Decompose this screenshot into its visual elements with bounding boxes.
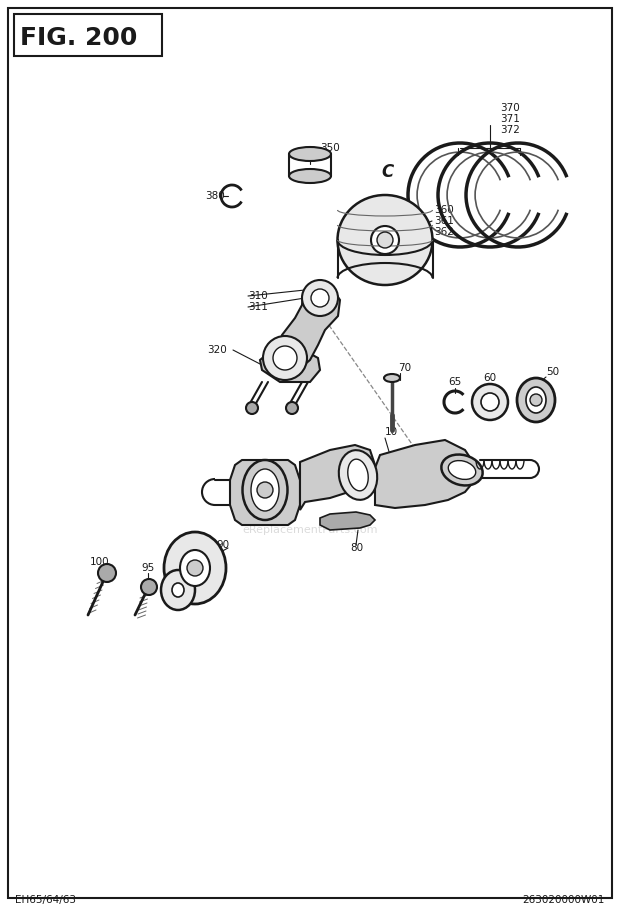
Circle shape <box>263 336 307 380</box>
Ellipse shape <box>289 169 331 183</box>
Text: 95: 95 <box>141 563 154 573</box>
FancyBboxPatch shape <box>14 14 162 56</box>
Ellipse shape <box>339 450 377 499</box>
Polygon shape <box>230 460 300 525</box>
Ellipse shape <box>441 455 482 486</box>
Text: 320: 320 <box>207 345 227 355</box>
Circle shape <box>481 393 499 411</box>
Text: 370: 370 <box>500 103 520 113</box>
Text: 65: 65 <box>448 377 462 387</box>
Text: 362: 362 <box>434 227 454 237</box>
Ellipse shape <box>161 570 195 610</box>
Ellipse shape <box>526 387 546 413</box>
Ellipse shape <box>164 532 226 604</box>
Text: 10: 10 <box>385 427 398 437</box>
Ellipse shape <box>289 147 331 161</box>
Text: 371: 371 <box>500 114 520 124</box>
Ellipse shape <box>172 583 184 597</box>
Text: 100: 100 <box>90 557 110 567</box>
Text: 50: 50 <box>546 367 559 377</box>
Polygon shape <box>375 440 475 508</box>
Text: 263020000W01: 263020000W01 <box>523 895 605 905</box>
Polygon shape <box>278 285 340 370</box>
Circle shape <box>302 280 338 316</box>
Text: 310: 310 <box>248 291 268 301</box>
Ellipse shape <box>180 550 210 586</box>
Circle shape <box>246 402 258 414</box>
Text: 70: 70 <box>398 363 411 373</box>
Ellipse shape <box>348 459 368 491</box>
Text: 372: 372 <box>500 125 520 135</box>
Ellipse shape <box>384 374 400 382</box>
Text: 311: 311 <box>248 302 268 312</box>
Circle shape <box>187 560 203 576</box>
Circle shape <box>141 579 157 595</box>
Text: 350: 350 <box>320 143 340 153</box>
Text: eReplacementParts.com: eReplacementParts.com <box>242 525 378 535</box>
Text: 42: 42 <box>248 485 261 495</box>
Ellipse shape <box>448 460 476 479</box>
Circle shape <box>377 232 393 248</box>
Text: 380: 380 <box>205 191 224 201</box>
Text: 361: 361 <box>434 216 454 226</box>
Circle shape <box>311 289 329 307</box>
Text: C: C <box>382 163 394 181</box>
Ellipse shape <box>337 195 433 285</box>
Circle shape <box>98 564 116 582</box>
Circle shape <box>273 346 297 370</box>
Polygon shape <box>300 445 375 510</box>
Polygon shape <box>260 348 320 382</box>
Text: 90: 90 <box>216 540 229 550</box>
Circle shape <box>257 482 273 498</box>
Text: 80: 80 <box>350 543 363 553</box>
Text: 360: 360 <box>434 205 454 215</box>
Ellipse shape <box>242 460 288 520</box>
Circle shape <box>530 394 542 406</box>
Polygon shape <box>320 512 375 530</box>
Circle shape <box>371 226 399 254</box>
Circle shape <box>472 384 508 420</box>
Ellipse shape <box>251 469 279 511</box>
Text: EH65/64/63: EH65/64/63 <box>15 895 76 905</box>
Text: 60: 60 <box>484 373 497 383</box>
Text: 40: 40 <box>248 463 261 473</box>
Ellipse shape <box>517 378 555 422</box>
Text: FIG. 200: FIG. 200 <box>20 26 138 50</box>
Circle shape <box>286 402 298 414</box>
Text: 41: 41 <box>248 474 261 484</box>
